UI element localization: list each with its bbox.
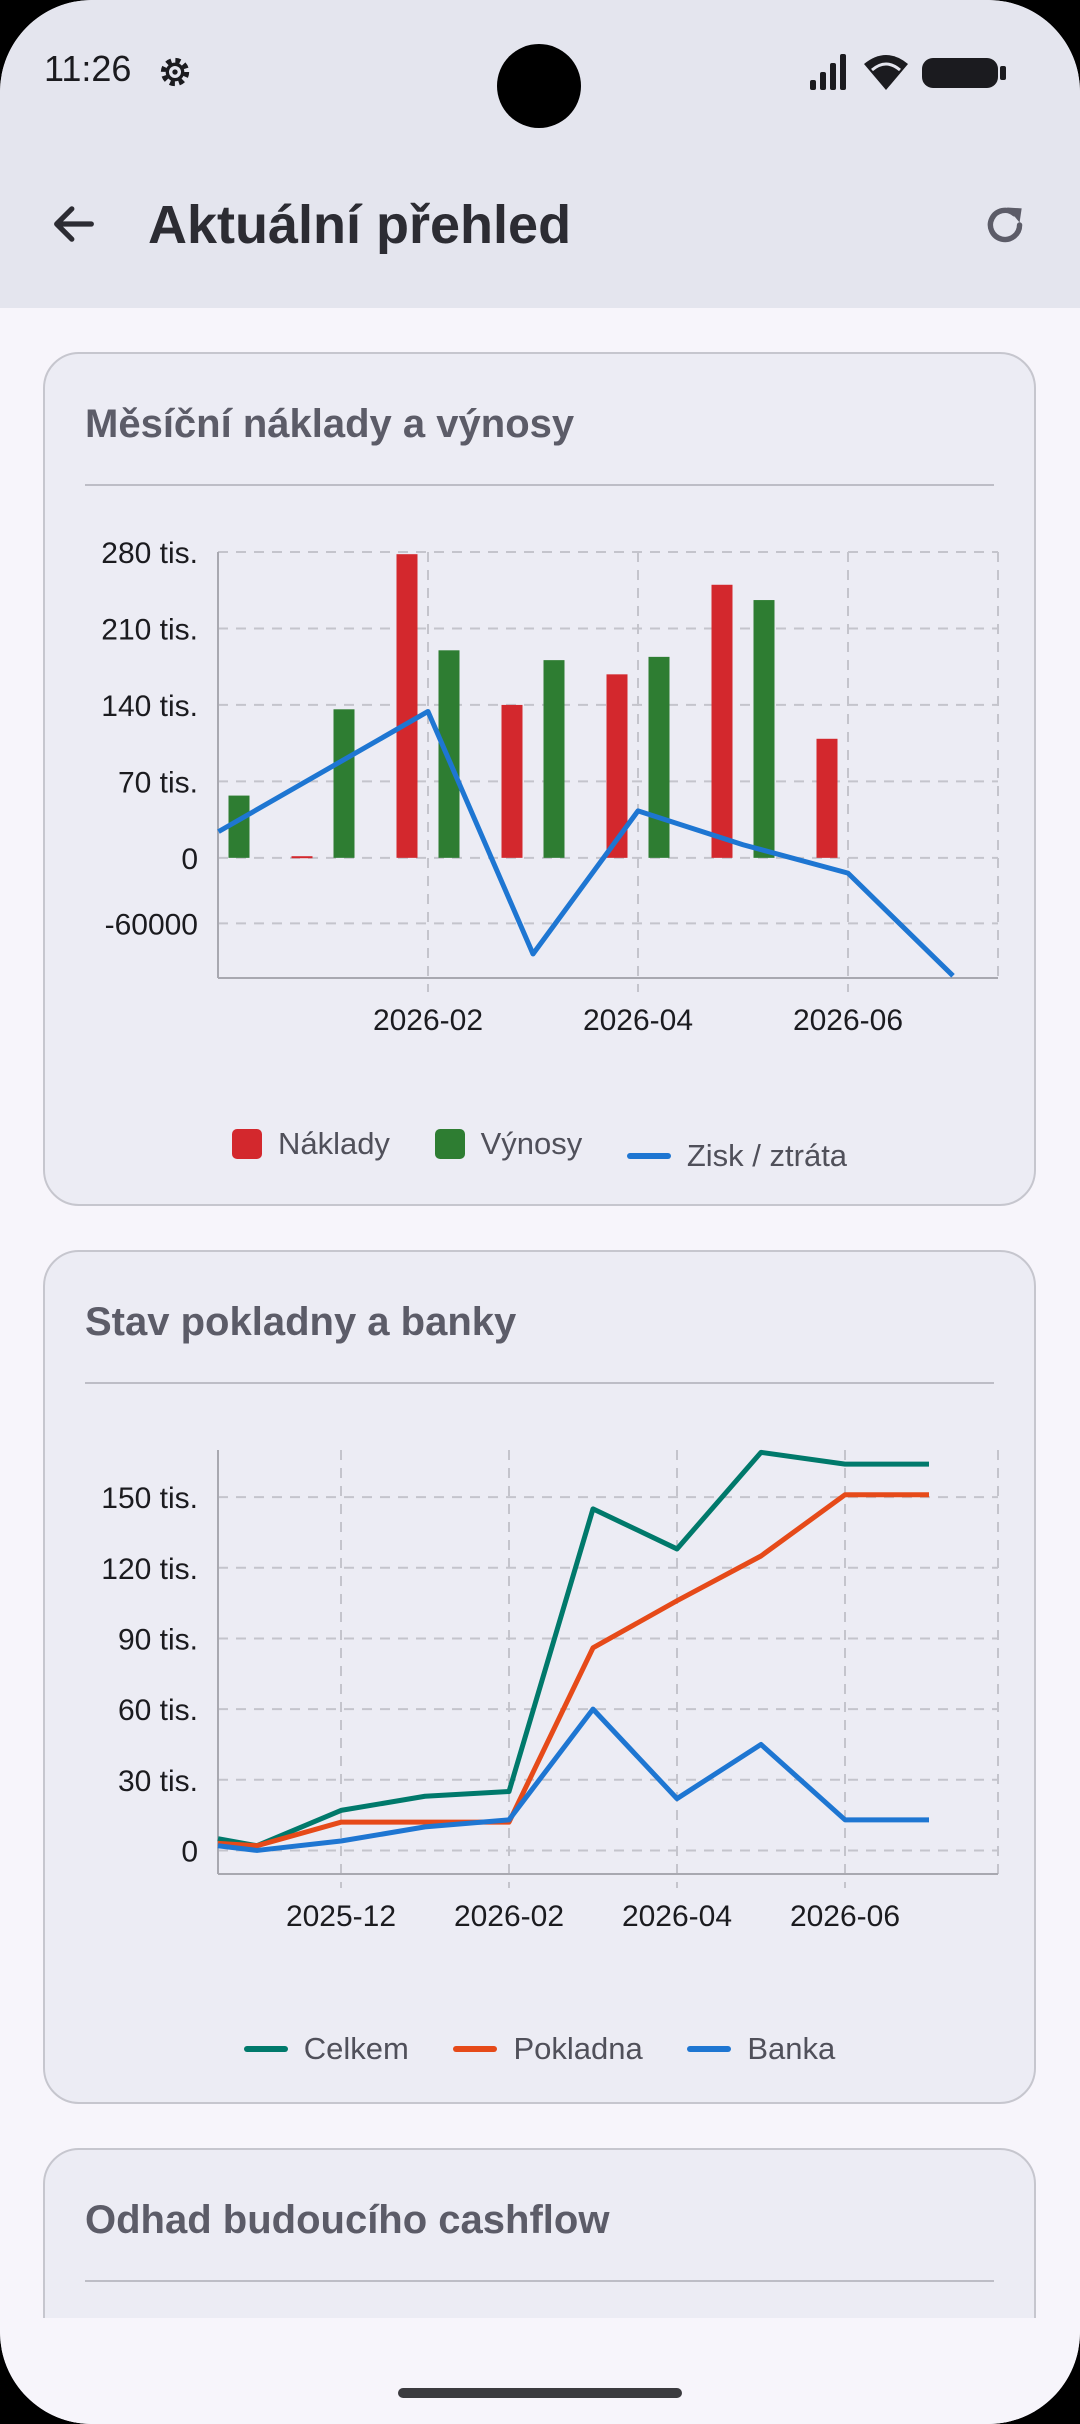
- divider: [85, 2280, 994, 2282]
- revenue-bar: [333, 709, 355, 858]
- legend-item-revenues[interactable]: Výnosy: [434, 1126, 583, 1162]
- costs-revenues-chart: 280 tis. 210 tis. 140 tis. 70 tis. 0 -60000 20…: [101, 537, 999, 1037]
- y-tick-label: 0: [181, 1835, 198, 1868]
- y-tick-label: -60000: [105, 908, 198, 941]
- legend-item-bank[interactable]: Banka: [687, 2031, 835, 2067]
- legend-swatch: [231, 1129, 262, 1159]
- divider: [85, 484, 994, 486]
- y-tick-label: 30 tis.: [118, 1765, 198, 1798]
- card-costs-revenues: Měsíční náklady a výnosy 280 tis. 210 tis…: [43, 352, 1036, 1206]
- y-tick-label: 150 tis.: [101, 1482, 198, 1515]
- refresh-icon[interactable]: [980, 200, 1030, 250]
- profit-line: [217, 708, 955, 978]
- legend-swatch: [243, 2046, 288, 2052]
- card-title: Měsíční náklady a výnosy: [85, 402, 575, 446]
- legend-swatch: [453, 2046, 498, 2052]
- cost-bar: [501, 704, 523, 858]
- wifi-icon: [864, 55, 908, 90]
- legend-label: Pokladna: [513, 2031, 643, 2066]
- legend-label: Výnosy: [480, 1126, 583, 1161]
- y-tick-label: 60 tis.: [118, 1694, 198, 1727]
- revenue-bar: [543, 660, 565, 858]
- legend-label: Celkem: [303, 2031, 409, 2066]
- bottom-area: [0, 2318, 1080, 2424]
- legend-item-total[interactable]: Celkem: [243, 2031, 409, 2067]
- battery-icon: [922, 58, 1006, 88]
- y-tick-label: 0: [181, 843, 198, 876]
- legend-label: Banka: [747, 2031, 836, 2066]
- home-indicator[interactable]: [398, 2388, 682, 2398]
- top-app-bar: 11:26 Aktuální přeh: [0, 0, 1080, 308]
- gear-icon: [160, 57, 190, 87]
- y-tick-label: 140 tis.: [101, 690, 198, 723]
- series-line-banka: [217, 1706, 929, 1853]
- legend-swatch: [626, 1153, 671, 1159]
- camera-cutout: [497, 44, 581, 128]
- legend-label: Náklady: [277, 1126, 390, 1161]
- legend: Náklady Výnosy Zisk / ztráta: [45, 1126, 1034, 1174]
- divider: [85, 1382, 994, 1384]
- legend-item-cash[interactable]: Pokladna: [453, 2031, 643, 2067]
- legend: Celkem Pokladna Banka: [45, 2024, 1034, 2067]
- y-tick-label: 210 tis.: [101, 613, 198, 646]
- legend-swatch: [434, 1129, 465, 1159]
- legend-swatch: [687, 2046, 732, 2052]
- revenue-bar: [648, 656, 670, 858]
- page-title: Aktuální přehled: [148, 195, 572, 255]
- x-tick-label: 2026-06: [790, 1900, 900, 1933]
- cost-bar: [711, 584, 733, 858]
- x-tick-label: 2025-12: [286, 1900, 396, 1933]
- y-tick-label: 120 tis.: [101, 1553, 198, 1586]
- card-cash-bank: Stav pokladny a banky 150 tis. 120 tis. 90…: [43, 1250, 1036, 2104]
- y-tick-label: 280 tis.: [101, 537, 198, 570]
- cost-bar: [396, 554, 418, 858]
- legend-label: Zisk / ztráta: [686, 1138, 848, 1173]
- y-tick-label: 90 tis.: [118, 1623, 198, 1656]
- legend-item-profit[interactable]: Zisk / ztráta: [626, 1138, 848, 1174]
- revenue-bar: [228, 795, 250, 858]
- revenue-bar: [753, 600, 775, 858]
- cost-bar: [291, 856, 313, 859]
- x-tick-label: 2026-02: [454, 1900, 564, 1933]
- cash-bank-chart: 150 tis. 120 tis. 90 tis. 60 tis. 30 tis. 0 20…: [101, 1449, 999, 1933]
- x-tick-label: 2026-06: [793, 1004, 903, 1037]
- legend-item-costs[interactable]: Náklady: [231, 1126, 390, 1162]
- y-tick-label: 70 tis.: [118, 766, 198, 799]
- x-tick-label: 2026-04: [583, 1004, 693, 1037]
- series-line-pokladna: [217, 1492, 929, 1849]
- card-title: Odhad budoucího cashflow: [85, 2198, 610, 2242]
- cost-bar: [816, 738, 838, 858]
- back-arrow-icon[interactable]: [48, 198, 100, 250]
- status-time: 11:26: [44, 48, 132, 89]
- signal-icon: [810, 54, 846, 90]
- cost-bar: [606, 674, 628, 858]
- x-tick-label: 2026-02: [373, 1004, 483, 1037]
- card-title: Stav pokladny a banky: [85, 1300, 517, 1344]
- x-tick-label: 2026-04: [622, 1900, 732, 1933]
- status-icons: [810, 54, 1006, 90]
- series-line-celkem: [217, 1449, 929, 1849]
